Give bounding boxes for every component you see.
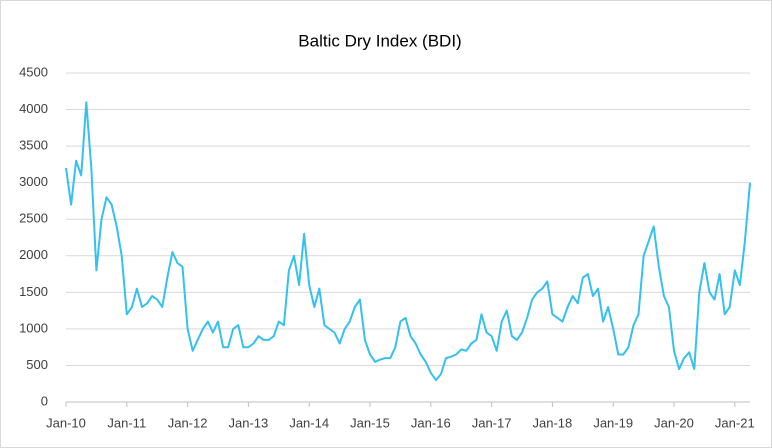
y-tick-label: 1000 bbox=[19, 320, 48, 335]
x-tick-label: Jan-17 bbox=[472, 415, 512, 430]
y-tick-label: 2000 bbox=[19, 247, 48, 262]
data-line bbox=[65, 101, 751, 382]
x-tick-label: Jan-21 bbox=[715, 415, 755, 430]
y-tick-label: 2500 bbox=[19, 211, 48, 226]
x-tick-label: Jan-12 bbox=[168, 415, 208, 430]
x-tick-label: Jan-10 bbox=[46, 415, 86, 430]
y-tick-label: 1500 bbox=[19, 284, 48, 299]
x-tick-label: Jan-16 bbox=[411, 415, 451, 430]
y-tick-label: 3500 bbox=[19, 138, 48, 153]
x-tick-label: Jan-15 bbox=[350, 415, 390, 430]
chart-title: Baltic Dry Index (BDI) bbox=[298, 31, 461, 50]
y-tick-label: 0 bbox=[41, 393, 48, 408]
x-tick-label: Jan-19 bbox=[593, 415, 633, 430]
x-tick-label: Jan-14 bbox=[289, 415, 329, 430]
y-tick-label: 4000 bbox=[19, 101, 48, 116]
x-tick-label: Jan-20 bbox=[654, 415, 694, 430]
y-tick-label: 4500 bbox=[19, 64, 48, 79]
y-tick-label: 3000 bbox=[19, 174, 48, 189]
x-tick-label: Jan-13 bbox=[229, 415, 269, 430]
y-tick-label: 500 bbox=[26, 357, 48, 372]
x-tick-label: Jan-11 bbox=[107, 415, 146, 430]
x-tick-label: Jan-18 bbox=[533, 415, 573, 430]
